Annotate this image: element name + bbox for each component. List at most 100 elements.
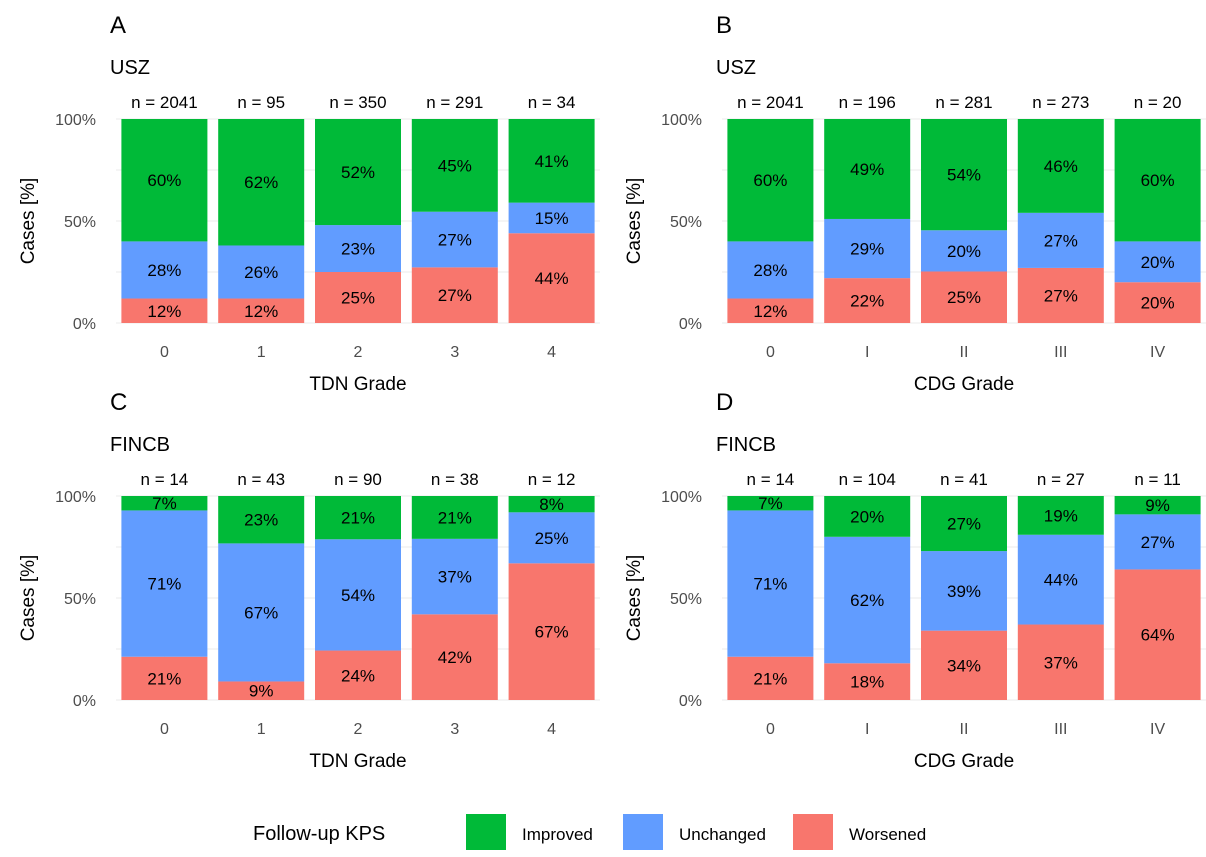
data-label: 71%: [753, 575, 787, 594]
data-label: 42%: [438, 648, 472, 667]
data-label: 54%: [341, 586, 375, 605]
data-label: 45%: [438, 156, 472, 175]
bar-segment-worsened: [508, 563, 595, 700]
y-tick-label: 100%: [55, 489, 96, 506]
y-tick-label: 0%: [679, 316, 702, 333]
panel-subtitle: USZ: [716, 57, 756, 79]
data-label: 37%: [1044, 653, 1078, 672]
x-axis-title: CDG Grade: [914, 374, 1014, 395]
legend-swatch: [793, 814, 833, 850]
data-label: 27%: [1141, 533, 1175, 552]
bar-segment-unchanged: [824, 218, 911, 279]
data-label: 41%: [535, 152, 569, 171]
data-label: 27%: [438, 231, 472, 250]
bar-segment-improved: [315, 119, 401, 226]
legend-item-improved: Improved: [466, 814, 593, 850]
bar-segment-worsened: [1114, 569, 1201, 700]
x-axis-title: TDN Grade: [309, 374, 406, 395]
data-label: 27%: [947, 515, 981, 534]
y-tick-label: 50%: [64, 591, 96, 608]
n-label: n = 38: [431, 470, 479, 489]
data-label: 46%: [1044, 157, 1078, 176]
bar-segment-improved: [727, 496, 814, 511]
bar-segment-worsened: [1017, 267, 1104, 323]
panel-letter: C: [110, 389, 127, 416]
data-label: 67%: [535, 623, 569, 642]
x-tick-label: 4: [547, 344, 556, 361]
y-tick-label: 50%: [670, 591, 702, 608]
y-tick-label: 0%: [73, 316, 96, 333]
data-label: 7%: [152, 494, 177, 513]
bar-segment-improved: [218, 496, 305, 544]
n-label: n = 90: [334, 470, 382, 489]
n-label: n = 273: [1032, 93, 1089, 112]
y-tick-label: 100%: [661, 489, 702, 506]
bar-segment-improved: [121, 496, 208, 511]
panel-b: B USZ 0% 50% 100% Cases [%] 12% 28% 60% n = 2041 0…: [624, 12, 1206, 395]
legend-item-worsened: Worsened: [793, 814, 926, 850]
x-tick-label: III: [1054, 344, 1067, 361]
legend-swatch: [466, 814, 506, 850]
x-tick-label: I: [865, 344, 869, 361]
data-label: 71%: [147, 575, 181, 594]
bar-segment-unchanged: [411, 538, 498, 615]
y-axis-title: Cases [%]: [18, 178, 39, 265]
bar-segment-unchanged: [508, 512, 595, 564]
legend-swatch: [623, 814, 663, 850]
data-label: 20%: [1141, 253, 1175, 272]
x-tick-label: 1: [257, 344, 266, 361]
y-tick-label: 100%: [661, 112, 702, 129]
data-label: 60%: [1141, 171, 1175, 190]
legend: Follow-up KPS Improved Unchanged Worsened: [253, 814, 926, 850]
n-label: n = 291: [426, 93, 483, 112]
bar-segment-unchanged: [218, 543, 305, 682]
data-label: 23%: [244, 511, 278, 530]
data-label: 21%: [438, 508, 472, 527]
y-tick-label: 100%: [55, 112, 96, 129]
y-tick-label: 0%: [73, 693, 96, 710]
n-label: n = 2041: [737, 93, 804, 112]
data-label: 21%: [753, 669, 787, 688]
data-label: 64%: [1141, 626, 1175, 645]
bar-segment-worsened: [315, 650, 401, 700]
n-label: n = 11: [1134, 470, 1180, 489]
bar-segment-improved: [1017, 496, 1104, 535]
bar-segment-worsened: [921, 271, 1007, 323]
bar-segment-unchanged: [824, 536, 911, 664]
n-label: n = 27: [1037, 470, 1085, 489]
panel-letter: D: [716, 389, 733, 416]
bar-segment-unchanged: [921, 551, 1007, 631]
data-label: 28%: [147, 261, 181, 280]
data-label: 29%: [850, 240, 884, 259]
data-label: 12%: [244, 302, 278, 321]
n-label: n = 20: [1134, 93, 1182, 112]
data-label: 27%: [1044, 231, 1078, 250]
legend-item-unchanged: Unchanged: [623, 814, 766, 850]
bar-segment-unchanged: [1017, 212, 1104, 268]
x-tick-label: II: [960, 721, 969, 738]
x-tick-label: 0: [766, 344, 775, 361]
bar-segment-unchanged: [1114, 241, 1201, 283]
bar-segment-improved: [315, 496, 401, 540]
data-label: 8%: [539, 495, 564, 514]
n-label: n = 95: [237, 93, 285, 112]
bar-segment-improved: [1114, 119, 1201, 242]
x-tick-label: 0: [766, 721, 775, 738]
bar-segment-unchanged: [315, 539, 401, 651]
x-tick-label: 2: [354, 344, 363, 361]
data-label: 44%: [1044, 571, 1078, 590]
bar-segment-worsened: [824, 663, 911, 700]
x-tick-label: 3: [450, 721, 459, 738]
y-axis-title: Cases [%]: [624, 178, 645, 265]
bar-segment-worsened: [411, 267, 498, 323]
data-label: 54%: [947, 166, 981, 185]
data-label: 18%: [850, 673, 884, 692]
data-label: 39%: [947, 582, 981, 601]
bar-segment-improved: [508, 496, 595, 513]
bar-segment-worsened: [121, 298, 208, 323]
bar-segment-worsened: [121, 656, 208, 700]
bar-segment-worsened: [824, 278, 911, 323]
legend-label: Improved: [522, 825, 593, 844]
data-label: 9%: [1145, 496, 1170, 515]
data-label: 49%: [850, 160, 884, 179]
